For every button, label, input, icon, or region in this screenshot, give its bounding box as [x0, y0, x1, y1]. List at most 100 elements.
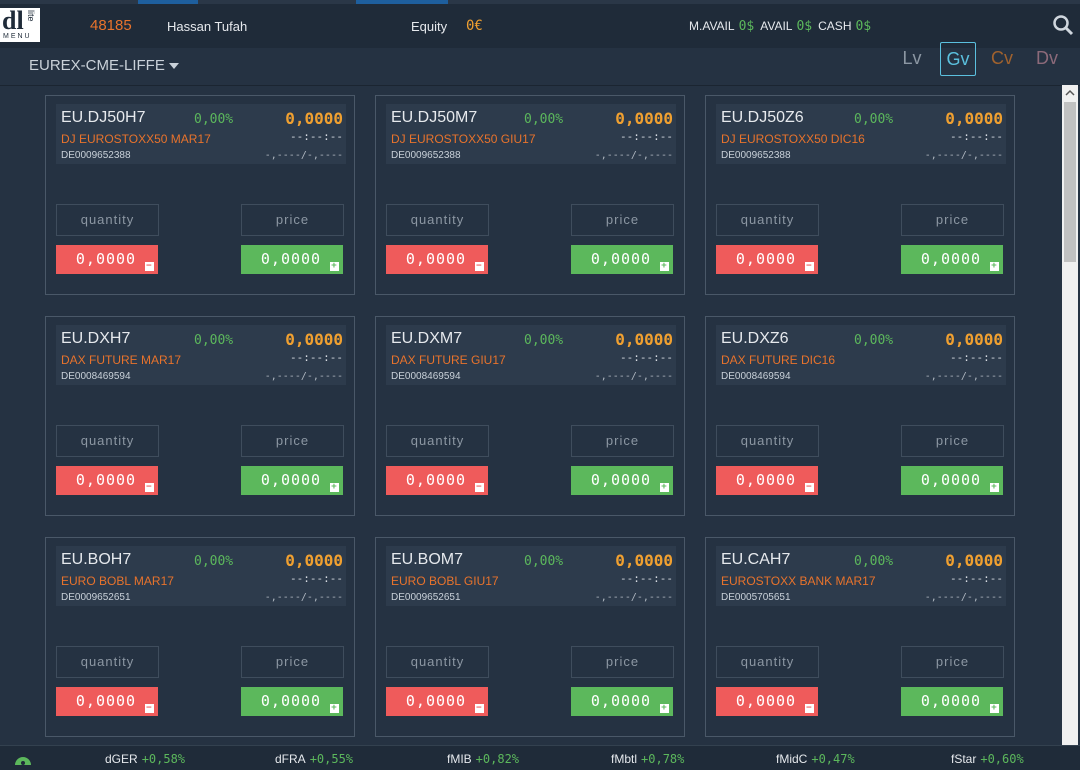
time: --:--:--	[950, 351, 1003, 364]
scrollbar[interactable]	[1062, 85, 1078, 745]
plus-icon: +	[990, 703, 999, 713]
search-icon[interactable]	[1052, 14, 1074, 36]
card-header: EU.DJ50Z6 0,00% 0,0000 DJ EUROSTOXX50 DIC16…	[716, 104, 1006, 164]
buy-button[interactable]: 0,0000 +	[241, 466, 343, 495]
balance-label: M.AVAIL	[689, 19, 735, 33]
isin: DE0008469594	[391, 371, 461, 382]
view-toggle[interactable]: Lv	[902, 48, 922, 68]
symbol: EU.DXH7	[61, 330, 131, 347]
isin: DE0008469594	[721, 371, 791, 382]
buy-value: 0,0000	[260, 250, 322, 268]
instrument-name: DJ EUROSTOXX50 GIU17	[391, 132, 536, 146]
instrument-card: EU.DXH7 0,00% 0,0000 DAX FUTURE MAR17 --:--:…	[45, 316, 355, 516]
sell-value: 0,0000	[735, 471, 797, 489]
view-toggle[interactable]: Cv	[991, 48, 1013, 68]
price-input[interactable]: price	[241, 646, 344, 678]
index-change: +0,55%	[309, 752, 354, 766]
price-input[interactable]: price	[571, 425, 674, 457]
plus-icon: +	[990, 261, 999, 271]
buy-value: 0,0000	[260, 692, 322, 710]
quantity-input[interactable]: quantity	[716, 425, 819, 457]
sell-value: 0,0000	[75, 471, 137, 489]
index-item: fMidC +0,47%	[776, 752, 855, 766]
change: 0,00%	[854, 554, 894, 569]
quantity-input[interactable]: quantity	[56, 425, 159, 457]
buy-button[interactable]: 0,0000 +	[901, 466, 1003, 495]
price-input[interactable]: price	[901, 204, 1004, 236]
change: 0,00%	[194, 333, 234, 348]
price-input[interactable]: price	[901, 425, 1004, 457]
buy-button[interactable]: 0,0000 +	[571, 245, 673, 274]
balance-value: 0$	[738, 19, 755, 34]
minus-icon: −	[805, 482, 814, 492]
sell-button[interactable]: 0,0000−	[716, 466, 818, 495]
sell-button[interactable]: 0,0000−	[386, 687, 488, 716]
balance-label: AVAIL	[760, 19, 793, 33]
sell-button[interactable]: 0,0000−	[386, 245, 488, 274]
symbol: EU.BOH7	[61, 551, 132, 568]
last-price: 0,0000	[285, 109, 343, 128]
tab[interactable]	[138, 0, 198, 4]
menu-label: MENU	[3, 33, 32, 40]
scroll-thumb[interactable]	[1064, 102, 1076, 262]
index-item: dFRA +0,55%	[275, 752, 353, 766]
logo[interactable]: dl lite MENU	[0, 6, 40, 42]
buy-value: 0,0000	[920, 250, 982, 268]
quantity-input[interactable]: quantity	[56, 204, 159, 236]
toolbar: EUREX-CME-LIFFE	[0, 48, 1080, 86]
view-toggle[interactable]: Dv	[1036, 48, 1058, 68]
quantity-input[interactable]: quantity	[386, 646, 489, 678]
symbol: EU.DJ50Z6	[721, 109, 804, 126]
sell-button[interactable]: 0,0000−	[716, 687, 818, 716]
index-item: fStar +0,60%	[951, 752, 1024, 766]
sell-button[interactable]: 0,0000−	[56, 245, 158, 274]
range: -,----/-,----	[594, 371, 673, 382]
view-toggle[interactable]: Gv	[940, 42, 976, 76]
buy-value: 0,0000	[590, 692, 652, 710]
price-input[interactable]: price	[571, 204, 674, 236]
scroll-up[interactable]	[1065, 89, 1075, 97]
buy-button[interactable]: 0,0000 +	[901, 245, 1003, 274]
minus-icon: −	[145, 261, 154, 271]
sell-button[interactable]: 0,0000−	[56, 466, 158, 495]
quantity-input[interactable]: quantity	[386, 425, 489, 457]
price-input[interactable]: price	[901, 646, 1004, 678]
quantity-input[interactable]: quantity	[56, 646, 159, 678]
buy-button[interactable]: 0,0000 +	[901, 687, 1003, 716]
change: 0,00%	[194, 112, 234, 127]
range: -,----/-,----	[594, 150, 673, 161]
instrument-name: EURO BOBL GIU17	[391, 574, 499, 588]
market-selector[interactable]: EUREX-CME-LIFFE	[29, 57, 180, 74]
tab[interactable]	[356, 0, 448, 4]
instrument-name: DJ EUROSTOXX50 DIC16	[721, 132, 865, 146]
plus-icon: +	[660, 261, 669, 271]
buy-button[interactable]: 0,0000 +	[571, 687, 673, 716]
quantity-input[interactable]: quantity	[386, 204, 489, 236]
buy-value: 0,0000	[920, 692, 982, 710]
isin: DE0005705651	[721, 592, 791, 603]
index-item: fMbtl +0,78%	[611, 752, 684, 766]
sell-value: 0,0000	[735, 692, 797, 710]
buy-button[interactable]: 0,0000 +	[571, 466, 673, 495]
sell-button[interactable]: 0,0000−	[716, 245, 818, 274]
range: -,----/-,----	[264, 371, 343, 382]
balance-label: CASH	[818, 19, 852, 33]
buy-button[interactable]: 0,0000 +	[241, 687, 343, 716]
price-input[interactable]: price	[571, 646, 674, 678]
quantity-input[interactable]: quantity	[716, 204, 819, 236]
buy-value: 0,0000	[920, 471, 982, 489]
quantity-input[interactable]: quantity	[716, 646, 819, 678]
instrument-name: DJ EUROSTOXX50 MAR17	[61, 132, 211, 146]
buy-button[interactable]: 0,0000 +	[241, 245, 343, 274]
time: --:--:--	[950, 130, 1003, 143]
card-header: EU.BOM7 0,00% 0,0000 EURO BOBL GIU17 --:--:-…	[386, 546, 676, 606]
account-number: 48185	[90, 17, 132, 34]
sell-button[interactable]: 0,0000−	[386, 466, 488, 495]
isin: DE0009652388	[721, 150, 791, 161]
sell-button[interactable]: 0,0000−	[56, 687, 158, 716]
sell-value: 0,0000	[405, 250, 467, 268]
price-input[interactable]: price	[241, 204, 344, 236]
price-input[interactable]: price	[241, 425, 344, 457]
minus-icon: −	[805, 703, 814, 713]
